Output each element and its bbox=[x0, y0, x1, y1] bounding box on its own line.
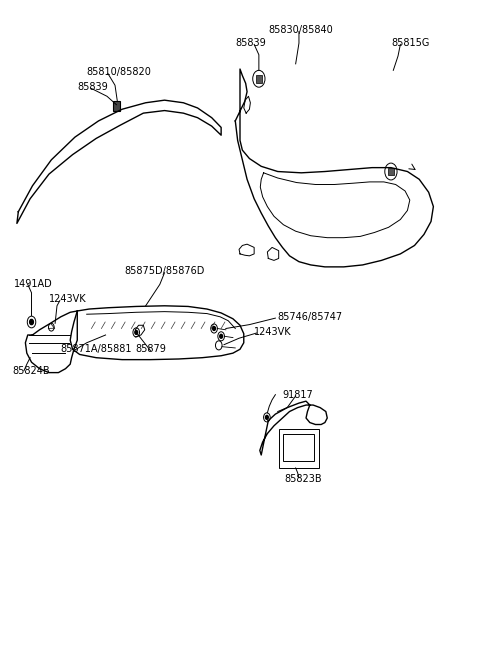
Text: 1243VK: 1243VK bbox=[254, 327, 292, 337]
Text: 85839: 85839 bbox=[77, 82, 108, 92]
Text: 85875D/85876D: 85875D/85876D bbox=[124, 267, 205, 277]
Text: 85810/85820: 85810/85820 bbox=[87, 67, 152, 78]
Text: 85879: 85879 bbox=[135, 344, 166, 354]
Text: 1491AD: 1491AD bbox=[13, 279, 52, 289]
Circle shape bbox=[220, 334, 223, 338]
Text: 85815G: 85815G bbox=[391, 38, 429, 48]
Bar bbox=[256, 75, 262, 83]
Text: 91817: 91817 bbox=[282, 390, 313, 399]
Text: 85871A/85881: 85871A/85881 bbox=[61, 344, 132, 354]
Text: 85746/85747: 85746/85747 bbox=[278, 312, 343, 322]
Bar bbox=[283, 434, 314, 461]
Circle shape bbox=[265, 415, 268, 419]
Text: 85823B: 85823B bbox=[285, 474, 323, 484]
Text: 85824B: 85824B bbox=[12, 366, 50, 376]
Text: 1243VK: 1243VK bbox=[49, 294, 86, 304]
Circle shape bbox=[30, 319, 34, 325]
Text: 85839: 85839 bbox=[235, 38, 266, 48]
Bar bbox=[279, 429, 319, 468]
Circle shape bbox=[135, 330, 138, 334]
Text: 85830/85840: 85830/85840 bbox=[268, 25, 333, 35]
Bar bbox=[113, 101, 120, 111]
Circle shape bbox=[213, 327, 216, 330]
Bar bbox=[388, 168, 394, 175]
